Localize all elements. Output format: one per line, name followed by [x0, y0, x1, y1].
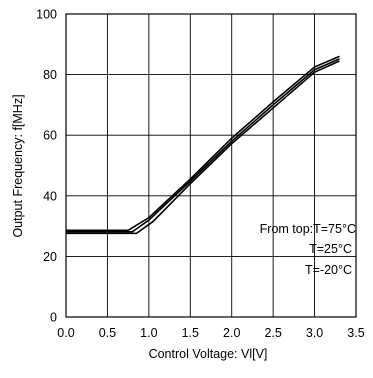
- x-tick-label: 2.5: [264, 326, 281, 340]
- series-line-0: [66, 55, 340, 232]
- x-tick-label: 0.0: [57, 326, 74, 340]
- tick-labels: 0.0 0.5 1.0 1.5 2.0 2.5 3.0 3.5 0 20 40 60 80 100: [36, 8, 365, 341]
- x-tick-label: 1.5: [182, 326, 199, 340]
- series-line-1: [66, 58, 340, 233]
- x-tick-label: 3.0: [306, 326, 323, 340]
- x-tick-label: 2.0: [223, 326, 240, 340]
- annotation-t-20: T=-20°C: [305, 263, 352, 277]
- x-tick-label: 3.5: [347, 326, 364, 340]
- y-tick-label: 20: [43, 250, 57, 264]
- y-tick-label: 40: [43, 189, 57, 203]
- series-group: [66, 55, 340, 235]
- y-tick-label: 60: [43, 129, 57, 143]
- y-tick-label: 80: [43, 68, 57, 82]
- plot-frame: [65, 13, 357, 318]
- annotation-from-top: From top:T=75°C: [260, 222, 356, 236]
- x-tick-label: 1.0: [140, 326, 157, 340]
- y-tick-label: 0: [50, 311, 57, 325]
- x-tick-label: 0.5: [99, 326, 116, 340]
- annotation-t25: T=25°C: [309, 242, 352, 256]
- series-line-2: [66, 60, 340, 235]
- annotations: From top:T=75°C T=25°C T=-20°C: [260, 222, 356, 277]
- x-axis-label: Control Voltage: Vl[V]: [149, 347, 268, 361]
- y-tick-label: 100: [36, 8, 57, 22]
- y-axis-label: Output Frequency: f[MHz]: [11, 94, 25, 237]
